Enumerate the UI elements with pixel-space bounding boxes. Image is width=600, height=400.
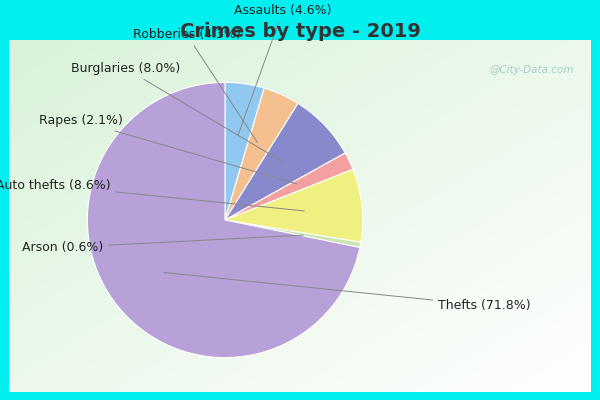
Text: Robberies (4.3%): Robberies (4.3%) — [133, 28, 257, 142]
Text: Rapes (2.1%): Rapes (2.1%) — [38, 114, 297, 184]
Text: @City-Data.com: @City-Data.com — [489, 65, 574, 75]
Wedge shape — [225, 153, 353, 220]
Wedge shape — [225, 88, 298, 220]
Wedge shape — [225, 82, 264, 220]
Wedge shape — [225, 103, 345, 220]
Wedge shape — [88, 82, 360, 358]
Text: Arson (0.6%): Arson (0.6%) — [22, 235, 304, 254]
Text: Burglaries (8.0%): Burglaries (8.0%) — [71, 62, 283, 162]
Text: Thefts (71.8%): Thefts (71.8%) — [164, 272, 531, 312]
Text: Crimes by type - 2019: Crimes by type - 2019 — [179, 22, 421, 41]
Text: Auto thefts (8.6%): Auto thefts (8.6%) — [0, 179, 304, 211]
Wedge shape — [225, 220, 361, 248]
Text: Assaults (4.6%): Assaults (4.6%) — [234, 4, 332, 136]
Wedge shape — [225, 169, 362, 242]
